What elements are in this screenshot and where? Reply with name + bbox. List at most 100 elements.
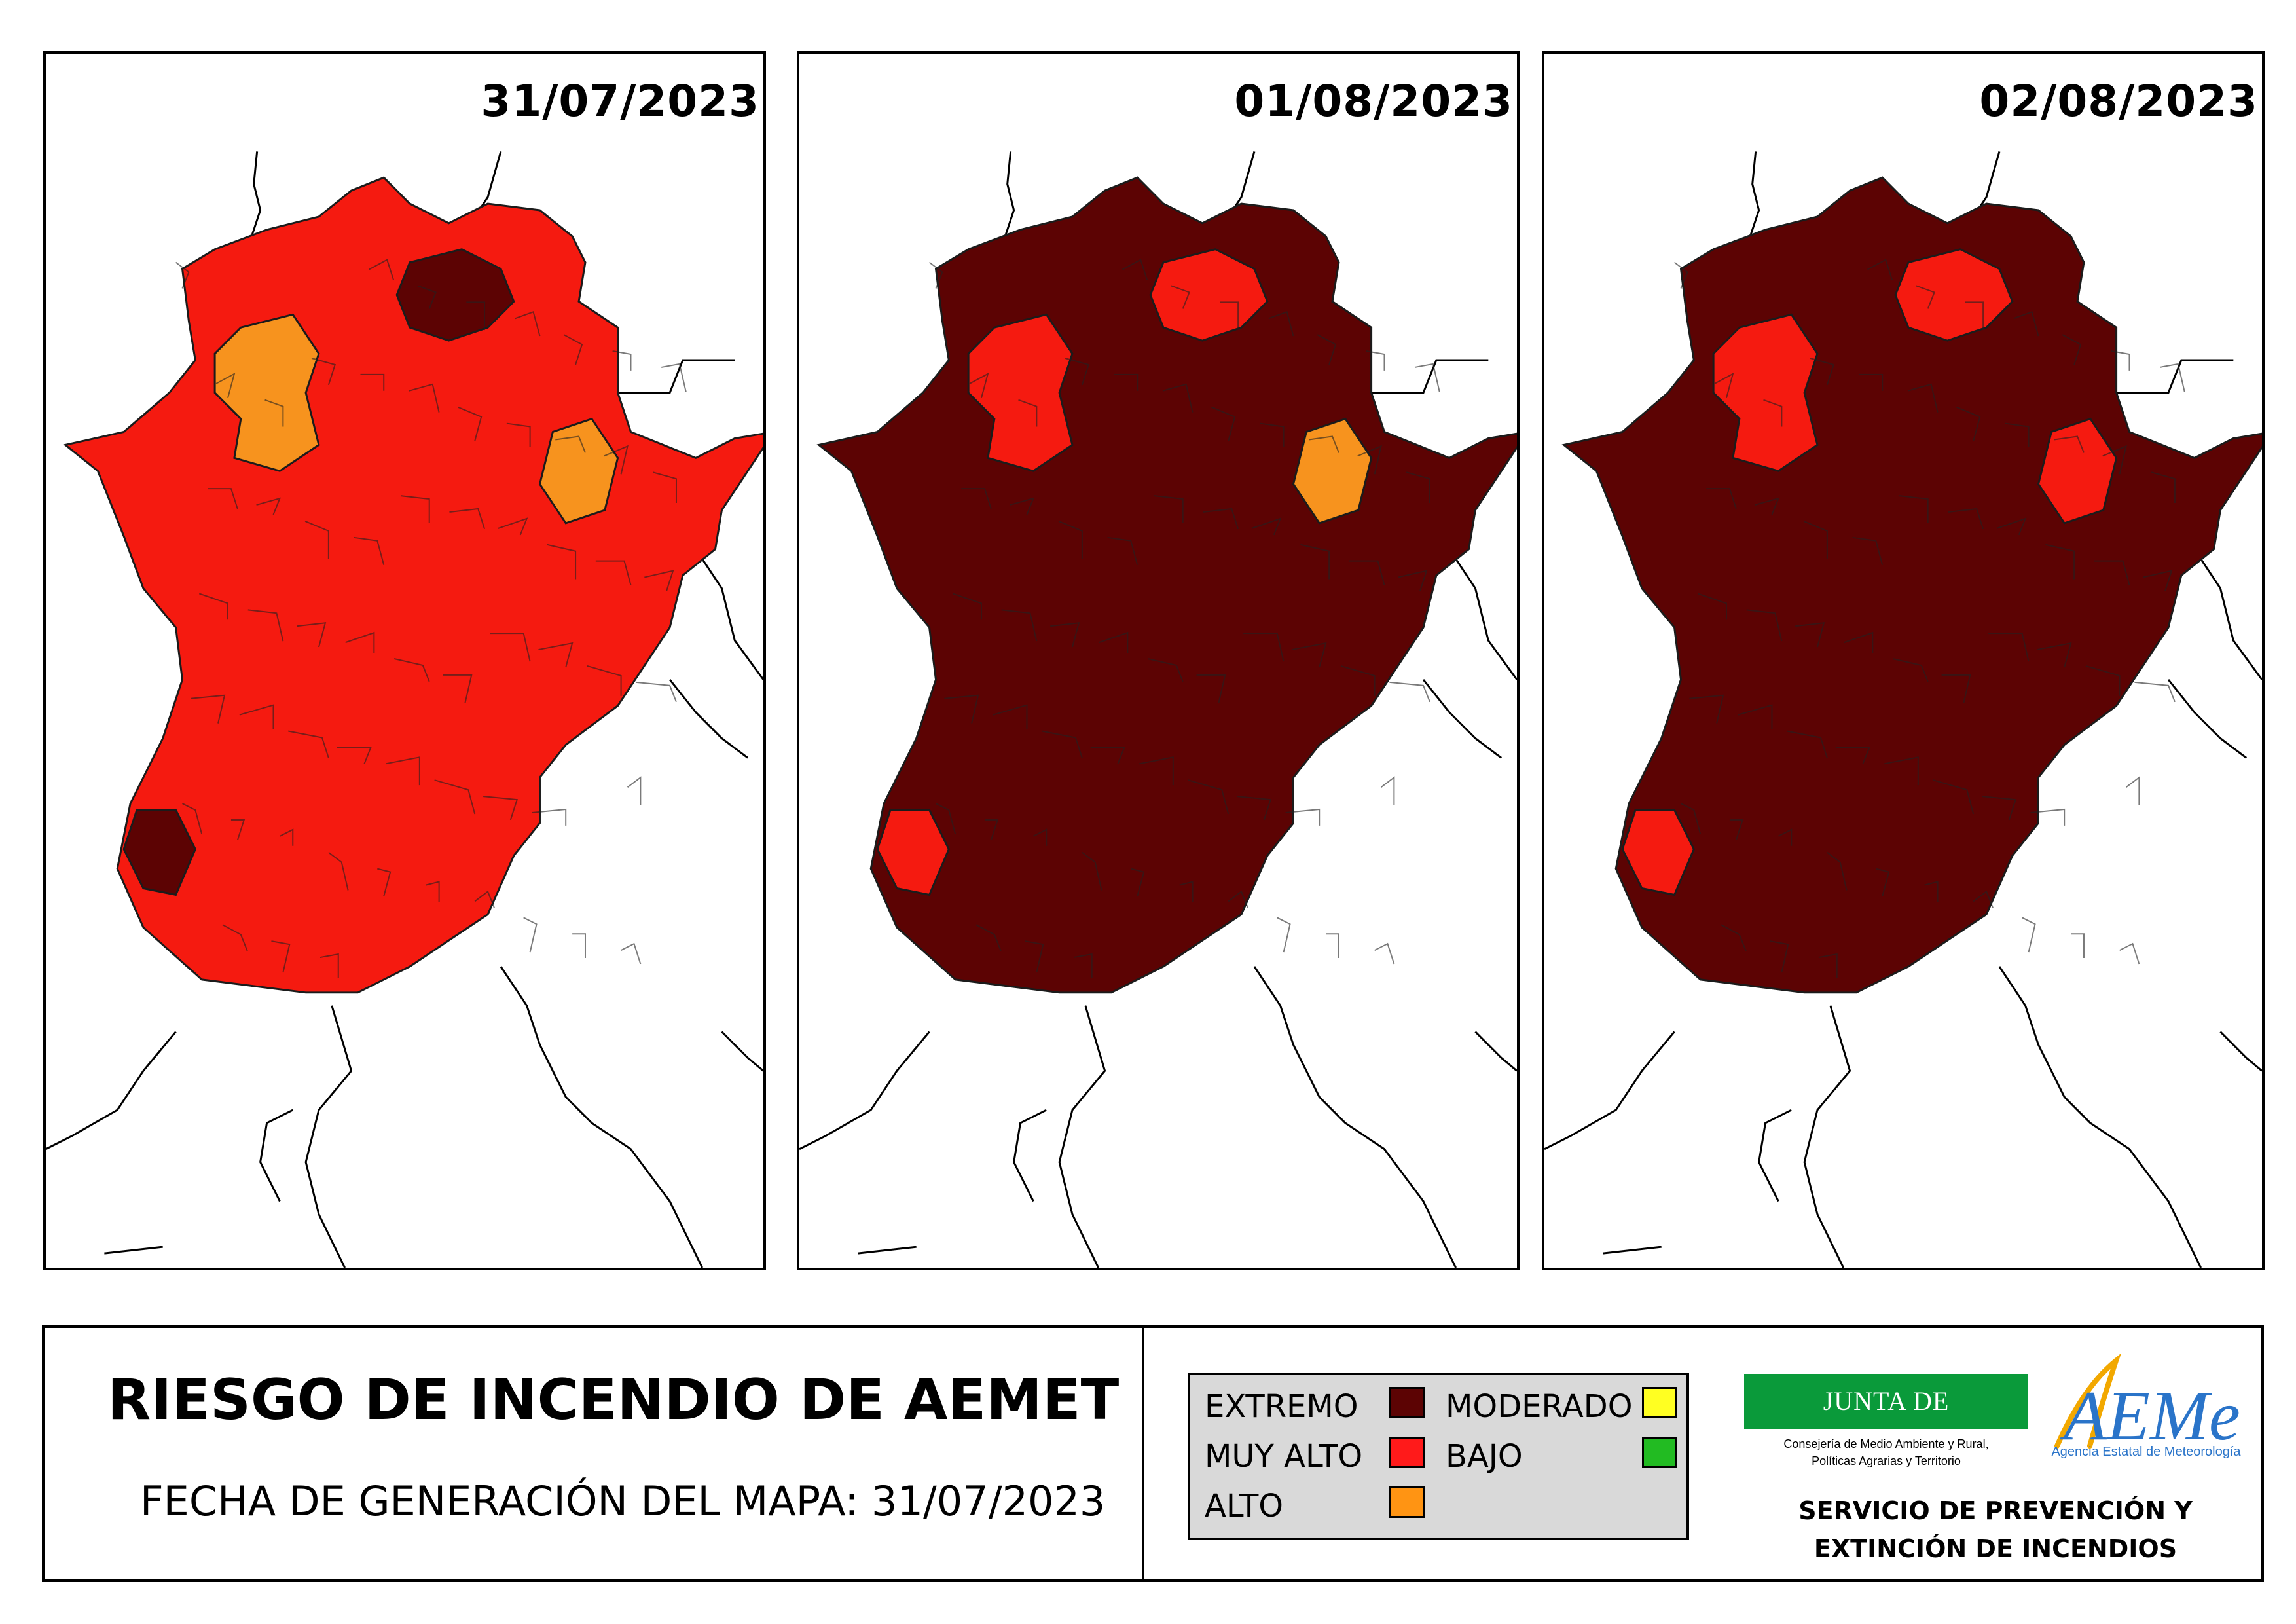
- municipality-border: [247, 609, 284, 642]
- border-line: [611, 359, 735, 394]
- risk-zone: [538, 417, 619, 525]
- municipality-border: [1787, 730, 1828, 758]
- municipality-border: [434, 779, 476, 815]
- municipality-border: [466, 301, 486, 331]
- municipality-border: [984, 819, 999, 841]
- service-line1: SERVICIO DE PREVENCIÓN Y: [1798, 1496, 2193, 1525]
- border-line: [858, 1246, 917, 1255]
- municipality-border: [490, 633, 531, 662]
- municipality-border: [400, 495, 430, 523]
- municipality-border: [1988, 633, 2030, 662]
- risk-zone: [2037, 417, 2118, 525]
- municipality-border: [515, 310, 541, 337]
- aemet-subtitle: Agencia Estatal de Meteorología: [2051, 1445, 2241, 1459]
- municipality-border: [215, 372, 236, 398]
- municipality-border: [1697, 593, 1727, 620]
- municipality-border: [612, 350, 632, 371]
- legend-label-moderado: MODERADO: [1446, 1388, 1633, 1425]
- municipality-border: [2022, 917, 2036, 953]
- border-line: [1998, 966, 2202, 1268]
- aemet-logo-swoosh: [2054, 1353, 2122, 1449]
- border-line: [1253, 966, 1457, 1268]
- fire-risk-map-2: [799, 151, 1517, 1268]
- municipality-border: [2062, 334, 2082, 365]
- municipality-border: [1058, 521, 1083, 559]
- municipality-border: [1681, 803, 1702, 835]
- border-line: [1422, 678, 1503, 759]
- municipality-border: [652, 471, 677, 504]
- municipality-border: [1956, 406, 1981, 441]
- municipality-border: [636, 681, 677, 703]
- municipality-border: [1721, 924, 1747, 951]
- municipality-border: [538, 642, 574, 668]
- municipality-border: [1924, 881, 1939, 902]
- municipality-border: [1179, 881, 1194, 902]
- municipality-border: [961, 488, 992, 509]
- municipality-border: [182, 803, 203, 835]
- municipality-border: [191, 694, 226, 724]
- municipality-border: [595, 560, 632, 585]
- legend-swatch-moderado: [1642, 1387, 1677, 1418]
- municipality-border: [1107, 536, 1139, 565]
- municipality-border: [604, 445, 629, 475]
- municipality-border: [256, 497, 282, 515]
- municipality-border: [1689, 694, 1724, 724]
- municipality-border: [393, 658, 430, 682]
- municipality-border: [2037, 642, 2072, 668]
- municipality-border: [1876, 868, 1890, 896]
- municipality-border: [952, 593, 982, 620]
- municipality-border: [1763, 399, 1783, 427]
- municipality-border: [297, 622, 327, 648]
- municipality-border: [661, 363, 687, 392]
- municipality-border: [2071, 933, 2085, 959]
- municipality-border: [230, 819, 246, 841]
- legend-swatch-bajo: [1642, 1437, 1677, 1468]
- municipality-border: [2054, 435, 2085, 453]
- municipality-border: [1374, 942, 1395, 965]
- municipality-border: [2159, 363, 2185, 392]
- municipality-border: [1948, 507, 1984, 530]
- municipality-border: [1042, 730, 1083, 758]
- municipality-border: [1196, 674, 1226, 703]
- municipality-border: [449, 507, 486, 530]
- border-line: [2219, 1031, 2262, 1072]
- municipality-border: [993, 704, 1028, 729]
- municipality-border: [1982, 796, 2017, 821]
- municipality-border: [474, 890, 495, 908]
- municipality-border: [1859, 373, 1884, 391]
- municipality-border: [1018, 399, 1038, 427]
- municipality-border: [1965, 301, 1984, 331]
- aemet-logo-text: AEMet: [2060, 1377, 2240, 1455]
- fire-risk-map-1: [46, 151, 763, 1268]
- municipality-border: [1237, 796, 1272, 821]
- legend-label-alto: ALTO: [1205, 1488, 1284, 1524]
- legend-swatch-alto: [1389, 1486, 1425, 1518]
- municipality-border: [547, 544, 577, 580]
- municipality-border: [288, 730, 329, 758]
- municipality-border: [319, 953, 339, 978]
- municipality-border: [409, 383, 440, 413]
- municipality-border: [1349, 560, 1385, 585]
- border-line: [695, 548, 763, 680]
- risk-zone: [1621, 809, 1695, 896]
- municipality-border: [936, 803, 957, 835]
- municipality-border: [1357, 445, 1382, 475]
- map-panel-3: 02/08/2023: [1542, 51, 2265, 1270]
- municipality-border: [1907, 383, 1939, 413]
- municipality-border: [337, 747, 372, 764]
- fire-risk-map-3: [1544, 151, 2262, 1268]
- border-line: [1758, 1109, 1792, 1202]
- municipality-border: [311, 358, 337, 386]
- border-line: [1803, 1005, 1851, 1268]
- border-line: [668, 678, 749, 759]
- municipality-border: [2085, 665, 2121, 696]
- municipality-border: [1025, 940, 1044, 973]
- service-name: SERVICIO DE PREVENCIÓN Y EXTINCIÓN DE IN…: [1740, 1492, 2251, 1568]
- municipality-border: [1099, 631, 1129, 654]
- municipality-border: [621, 942, 642, 965]
- municipality-border: [1300, 544, 1330, 580]
- municipality-border: [969, 372, 989, 398]
- municipality-border: [368, 259, 395, 280]
- risk-zone: [876, 809, 950, 896]
- municipality-border: [1706, 488, 1737, 509]
